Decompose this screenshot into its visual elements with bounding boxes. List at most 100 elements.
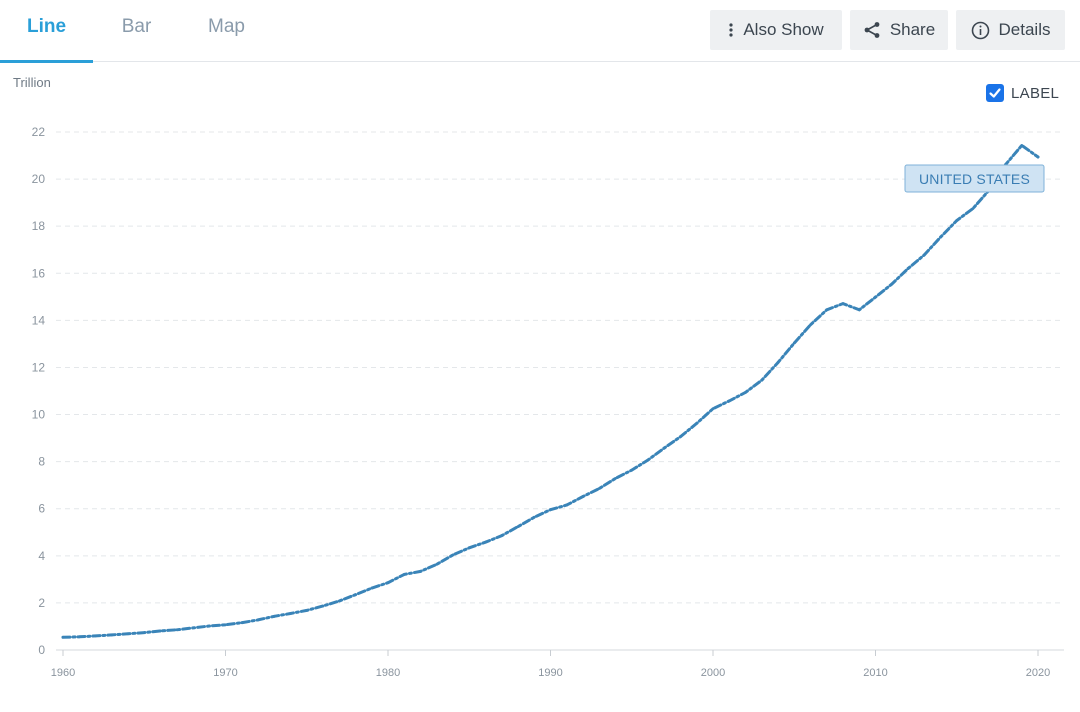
also-show-button[interactable]: Also Show — [710, 10, 842, 50]
also-show-label: Also Show — [743, 20, 824, 39]
data-point — [711, 407, 715, 411]
data-point — [402, 573, 406, 576]
x-tick-label: 2000 — [701, 667, 725, 679]
data-point — [435, 562, 439, 566]
data-point — [419, 569, 422, 573]
data-point — [500, 534, 504, 537]
data-point — [760, 378, 764, 382]
data-point — [272, 614, 276, 618]
x-tick-label: 1960 — [51, 667, 75, 679]
data-point — [256, 618, 260, 622]
y-tick-label: 22 — [32, 125, 46, 139]
data-point — [126, 632, 130, 636]
label-toggle-text: LABEL — [1011, 84, 1060, 102]
x-tick-label: 1970 — [213, 667, 237, 679]
data-point — [646, 458, 650, 462]
data-point — [744, 391, 747, 394]
y-tick-label: 10 — [32, 408, 46, 422]
share-icon — [863, 21, 881, 39]
data-point — [1020, 144, 1024, 147]
tab-line[interactable]: Line — [0, 0, 93, 63]
data-point — [516, 525, 520, 529]
checkmark-icon — [989, 88, 1001, 98]
x-tick-label: 1980 — [376, 667, 400, 679]
data-point — [955, 219, 959, 222]
data-point — [386, 581, 390, 585]
data-point — [451, 553, 455, 557]
series-label: UNITED STATES — [919, 171, 1030, 187]
x-tick-label: 2020 — [1026, 667, 1050, 679]
data-point — [857, 308, 861, 312]
data-point — [224, 623, 227, 627]
data-point — [825, 308, 829, 312]
data-point — [581, 495, 585, 498]
series-line[interactable] — [61, 143, 1040, 639]
data-point — [484, 540, 487, 544]
data-point — [695, 421, 699, 425]
y-tick-label: 20 — [32, 172, 46, 186]
info-circle-icon — [971, 21, 990, 40]
y-tick-label: 4 — [38, 549, 45, 563]
data-point — [809, 323, 812, 327]
data-point — [532, 515, 536, 519]
data-point — [289, 612, 292, 615]
y-tick-label: 14 — [32, 313, 46, 327]
data-point — [939, 235, 942, 239]
y-tick-label: 0 — [38, 643, 45, 657]
data-point — [679, 435, 682, 439]
data-point — [175, 628, 179, 632]
share-button[interactable]: Share — [850, 10, 948, 50]
details-label: Details — [998, 20, 1051, 39]
data-point — [1036, 155, 1040, 159]
data-point — [370, 586, 374, 590]
data-point — [94, 634, 97, 638]
data-point — [110, 633, 114, 637]
data-point — [305, 609, 309, 612]
data-point — [337, 599, 341, 603]
y-tick-label: 6 — [38, 502, 45, 516]
data-point — [354, 593, 357, 597]
tab-bar[interactable]: Bar — [121, 16, 152, 37]
data-point — [906, 267, 910, 270]
data-point — [922, 253, 926, 257]
data-point — [142, 631, 146, 634]
data-point — [321, 604, 325, 608]
y-tick-label: 2 — [38, 596, 45, 610]
vertical-dots-icon — [728, 22, 734, 38]
data-point — [207, 624, 211, 628]
y-axis-unit: Trillion — [13, 75, 51, 90]
data-point — [614, 476, 617, 480]
data-point — [776, 361, 780, 364]
y-tick-label: 12 — [32, 360, 46, 374]
data-point — [792, 341, 796, 345]
share-label: Share — [889, 20, 936, 39]
data-point — [565, 503, 569, 507]
data-point — [597, 487, 601, 490]
data-point — [874, 295, 877, 299]
data-point — [841, 302, 845, 306]
x-tick-label: 2010 — [863, 667, 887, 679]
y-tick-label: 8 — [38, 455, 45, 469]
label-toggle[interactable]: LABEL — [986, 82, 1059, 104]
data-point — [77, 635, 81, 639]
y-tick-label: 18 — [32, 219, 46, 233]
y-tick-label: 16 — [32, 266, 46, 280]
view-toolbar: Line Bar Map Also Show Share Details — [0, 0, 1080, 63]
data-point — [191, 626, 195, 630]
tab-map[interactable]: Map — [208, 16, 245, 37]
x-tick-label: 1990 — [538, 667, 562, 679]
data-point — [159, 629, 162, 633]
series-label-box — [904, 164, 1045, 193]
data-point — [240, 621, 244, 625]
data-point — [727, 399, 731, 403]
data-point — [630, 468, 634, 472]
data-point — [971, 207, 975, 210]
details-button[interactable]: Details — [956, 10, 1065, 50]
data-point — [467, 546, 471, 550]
data-point — [61, 635, 65, 639]
data-point — [662, 446, 666, 450]
label-checkbox[interactable] — [986, 84, 1004, 102]
data-point — [890, 282, 894, 286]
data-point — [549, 508, 552, 512]
